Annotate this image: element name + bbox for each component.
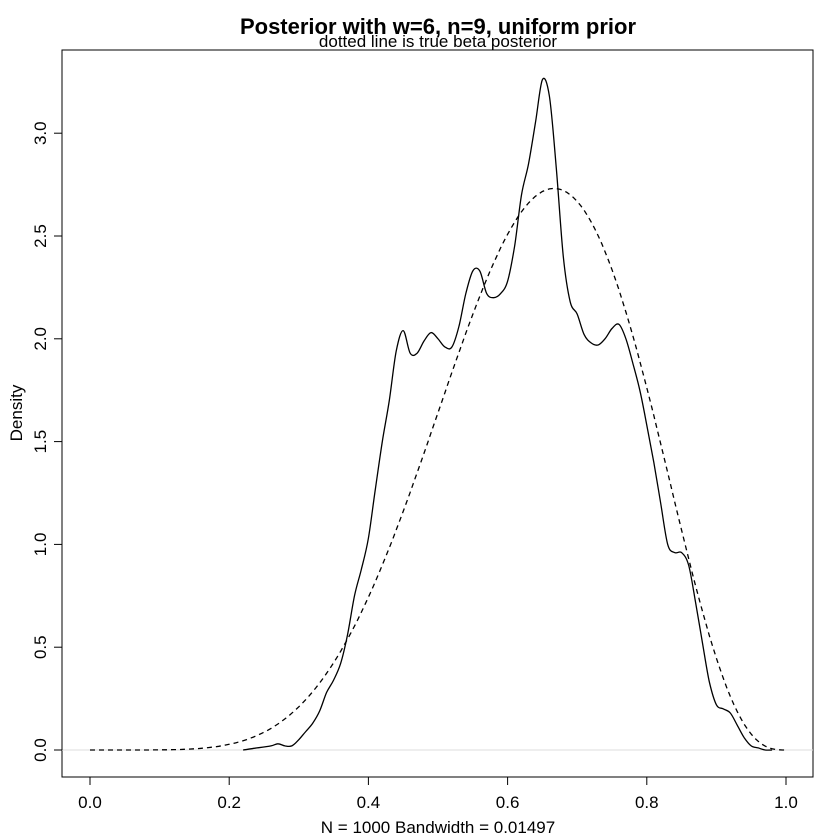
- beta-posterior-line: [90, 187, 786, 751]
- y-tick-label: 1.5: [31, 430, 50, 454]
- density-estimate-line: [243, 77, 773, 751]
- y-axis-label: Density: [7, 384, 26, 441]
- y-tick-label: 2.5: [31, 224, 50, 248]
- x-tick-label: 1.0: [774, 793, 798, 812]
- x-axis: 0.0 0.2 0.4 0.6 0.8 1.0: [78, 776, 798, 812]
- x-tick-label: 0.6: [496, 793, 520, 812]
- x-tick-label: 0.0: [78, 793, 102, 812]
- x-tick-label: 0.8: [635, 793, 659, 812]
- y-tick-label: 0.0: [31, 738, 50, 762]
- chart-subtitle: dotted line is true beta posterior: [319, 32, 557, 51]
- x-tick-label: 0.4: [357, 793, 381, 812]
- x-axis-label: N = 1000 Bandwidth = 0.01497: [321, 818, 555, 837]
- y-axis: 0.0 0.5 1.0 1.5 2.0 2.5 3.0: [31, 121, 63, 762]
- chart-title: Posterior with w=6, n=9, uniform prior: [240, 14, 637, 39]
- plot-frame: [61, 49, 814, 778]
- y-tick-label: 0.5: [31, 635, 50, 659]
- x-tick-label: 0.2: [217, 793, 241, 812]
- y-tick-label: 3.0: [31, 121, 50, 145]
- y-tick-label: 2.0: [31, 327, 50, 351]
- y-tick-label: 1.0: [31, 533, 50, 557]
